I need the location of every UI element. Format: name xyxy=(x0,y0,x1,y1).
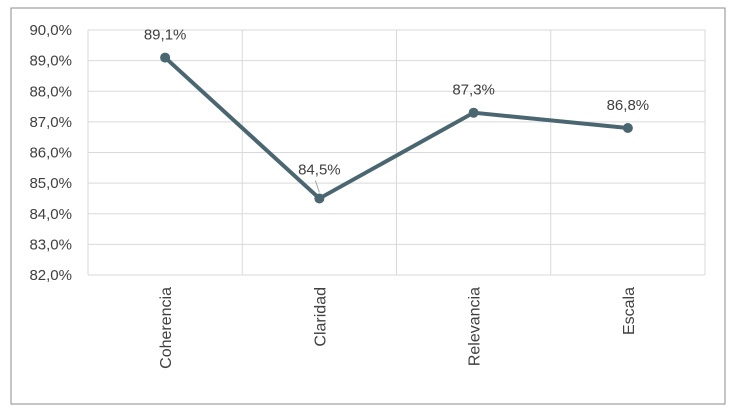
y-tick-label: 90,0% xyxy=(29,22,72,39)
y-tick-label: 82,0% xyxy=(29,267,72,284)
data-point xyxy=(622,123,633,133)
grid-layer xyxy=(87,29,706,276)
y-tick-label: 87,0% xyxy=(29,114,72,131)
y-tick-label: 83,0% xyxy=(29,236,72,253)
series-layer xyxy=(160,52,633,204)
y-tick-label: 84,0% xyxy=(29,206,72,223)
data-labels: 89,1% 84,5% 87,3% 86,8% xyxy=(144,27,649,193)
y-axis-ticks: 90,0% 89,0% 88,0% 87,0% 86,0% 85,0% 84,0% 83,0%… xyxy=(29,22,72,284)
x-axis-categories: Coherencia Claridad Relevancia Escala xyxy=(158,287,638,369)
data-label: 86,8% xyxy=(607,97,650,114)
y-tick-label: 88,0% xyxy=(29,83,72,100)
y-tick-label: 89,0% xyxy=(29,53,72,70)
data-point xyxy=(160,52,171,63)
x-category-label: Coherencia xyxy=(158,287,175,369)
x-category-label: Claridad xyxy=(312,287,329,347)
x-category-label: Relevancia xyxy=(467,287,484,366)
x-category-label: Escala xyxy=(621,287,638,335)
y-tick-label: 86,0% xyxy=(29,145,72,162)
data-label: 89,1% xyxy=(144,27,187,44)
data-label-leader xyxy=(314,180,320,193)
data-point xyxy=(468,107,479,118)
chart-frame xyxy=(10,7,726,405)
y-tick-label: 85,0% xyxy=(29,175,72,192)
data-point xyxy=(314,193,325,204)
data-label: 87,3% xyxy=(452,82,495,99)
series-line xyxy=(163,55,630,201)
data-label: 84,5% xyxy=(298,161,341,178)
